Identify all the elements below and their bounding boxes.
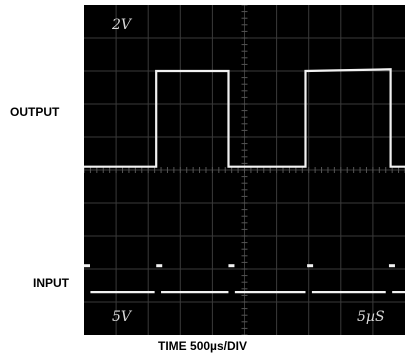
sweep-label: 5µS <box>357 309 385 325</box>
scope-grid <box>84 5 405 335</box>
input-edge-marker <box>84 264 90 268</box>
scope-traces <box>84 68 405 294</box>
input-edge-marker <box>228 264 235 268</box>
x-axis-label-mu: µ <box>210 339 217 353</box>
input-edge-marker <box>156 264 163 268</box>
output-scale-label: 2V <box>111 17 133 33</box>
output-trace <box>84 68 405 168</box>
x-axis-label-suffix: s/DIV <box>216 339 247 353</box>
x-axis-label: TIME 500µs/DIV <box>0 339 405 353</box>
input-edge-marker <box>388 264 395 268</box>
input-channel-label: INPUT <box>33 276 69 290</box>
input-scale-label: 5V <box>112 309 133 325</box>
input-edge-marker <box>307 264 314 268</box>
output-channel-label: OUTPUT <box>10 105 60 119</box>
x-axis-label-prefix: TIME 500 <box>158 339 211 353</box>
oscilloscope-display: 2V 5V 5µS <box>84 5 405 335</box>
